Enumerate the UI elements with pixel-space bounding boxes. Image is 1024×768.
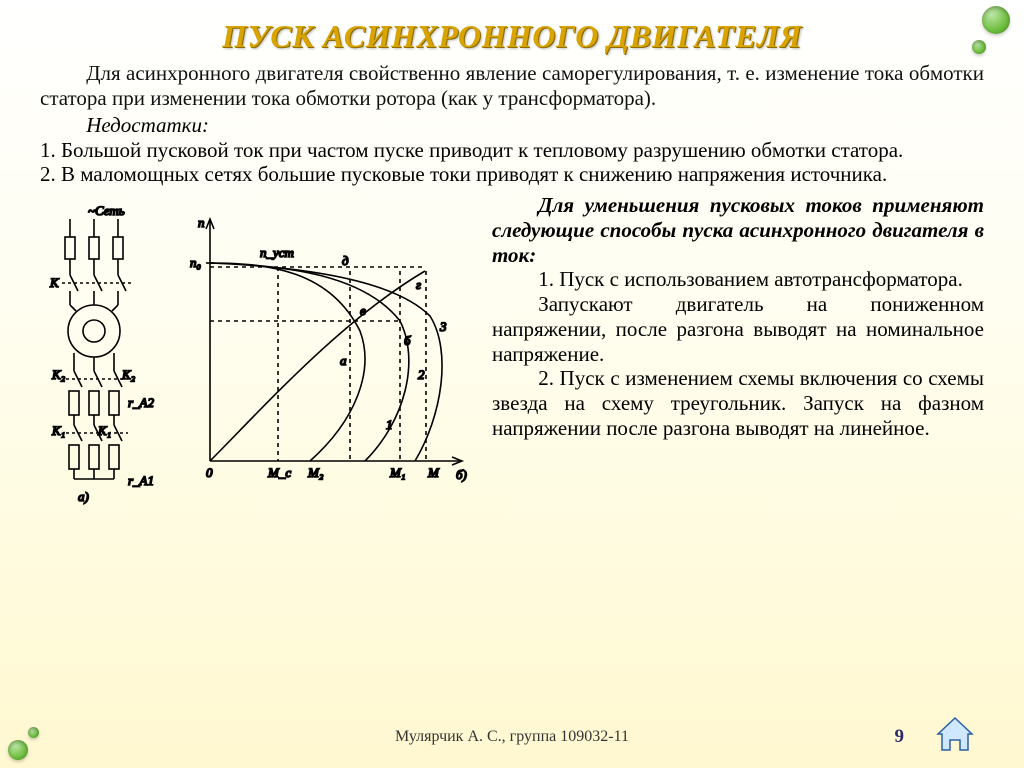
svg-text:б: б [404, 333, 411, 348]
fig-curve-3: 3 [439, 319, 447, 334]
intro-paragraph: Для асинхронного двигателя свойственно я… [40, 61, 984, 111]
svg-text:д: д [342, 253, 349, 268]
fig-label-K2: К₂ [51, 367, 66, 382]
svg-text:а: а [340, 353, 347, 368]
fig-curve-1: 1 [386, 417, 393, 432]
fig-x-Mc: M_с [267, 465, 291, 480]
method-2: 2. Пуск с изменением схемы включения со … [492, 366, 984, 440]
methods-lead: Для уменьшения пусковых токов применяют … [492, 193, 984, 267]
fig-label-rA1: r_A1 [128, 473, 154, 488]
decor-droplet [972, 40, 986, 54]
figure-block: ~Сеть К [40, 193, 480, 511]
svg-text:в: в [360, 303, 366, 318]
fig-n0: n₀ [190, 255, 201, 270]
drawback-1: 1. Большой пусковой ток при частом пуске… [40, 138, 984, 163]
fig-x-M2: M₂ [307, 465, 324, 480]
page-number: 9 [895, 726, 905, 748]
fig-label-K1: К₁ [51, 423, 65, 438]
home-button[interactable] [934, 716, 976, 754]
fig-label-K2-b: К₂ [121, 367, 136, 382]
methods-text: Для уменьшения пусковых токов применяют … [492, 193, 984, 511]
fig-x-M: M [427, 465, 440, 480]
drawbacks-heading: Недостатки: [40, 113, 984, 138]
decor-droplet [982, 6, 1010, 34]
fig-x-0: 0 [206, 465, 213, 480]
page-title: ПУСК АСИНХРОННОГО ДВИГАТЕЛЯ [40, 18, 984, 55]
fig-curve-2: 2 [418, 367, 425, 382]
fig-net-label: ~Сеть [88, 203, 125, 218]
method-1-head: 1. Пуск с использованием автотрансформат… [492, 267, 984, 292]
fig-a-label: а) [78, 489, 89, 504]
footer-author: Мулярчик А. С., группа 109032-11 [0, 728, 1024, 746]
home-icon [934, 716, 976, 754]
fig-x-M1: M₁ [389, 465, 405, 480]
fig-axis-y: n [198, 215, 205, 230]
drawback-2: 2. В маломощных сетях большие пусковые т… [40, 162, 984, 187]
fig-label-K: К [49, 275, 60, 290]
fig-label-rA2: r_A2 [128, 395, 155, 410]
fig-nust: n_уст [260, 245, 294, 260]
method-1-body: Запускают двигатель на пониженном напряж… [492, 292, 984, 366]
fig-b-label: б) [456, 467, 467, 482]
svg-text:г: г [416, 277, 421, 292]
